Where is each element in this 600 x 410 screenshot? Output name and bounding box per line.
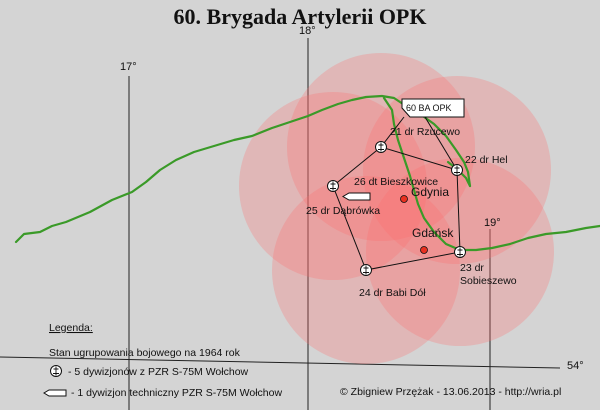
legend-title: Legenda: bbox=[49, 322, 93, 334]
coast-gulf bbox=[382, 96, 600, 252]
hq-flag bbox=[401, 98, 465, 118]
city-gdansk-label: Gdańsk bbox=[412, 226, 454, 240]
city-gdansk-marker bbox=[420, 246, 428, 254]
legend-technical-text: - 1 dywizjon techniczny PZR S-75M Wołcho… bbox=[71, 387, 282, 399]
label-lon-18: 18° bbox=[299, 25, 316, 37]
label-lat-54: 54° bbox=[567, 360, 584, 372]
parallel-54 bbox=[0, 356, 561, 369]
map-title: 60. Brygada Artylerii OPK bbox=[174, 4, 427, 29]
site-babi-dol-symbol bbox=[360, 264, 372, 276]
legend-missile-icon bbox=[50, 365, 62, 377]
cities: Gdynia Gdańsk bbox=[400, 185, 454, 254]
site-dabrowka-symbol bbox=[327, 180, 339, 192]
site-rzucewo-symbol bbox=[375, 141, 387, 153]
site-sobieszewo-symbol bbox=[454, 246, 466, 258]
legend-technical-icon bbox=[43, 389, 67, 397]
battalion-ring bbox=[332, 146, 461, 271]
label-dabrowka: 25 dr Dąbrówka bbox=[306, 205, 380, 217]
site-bieszkowice-symbol bbox=[342, 192, 371, 201]
label-rzucewo: 21 dr Rzucewo bbox=[390, 126, 460, 138]
label-sobieszewo-1: 23 dr bbox=[460, 262, 484, 274]
label-babi-dol: 24 dr Babi Dół bbox=[359, 287, 426, 299]
missile-sites bbox=[327, 141, 466, 276]
legend-status: Stan ugrupowania bojowego na 1964 rok bbox=[49, 347, 241, 359]
label-lon-17: 17° bbox=[120, 61, 137, 73]
site-hel-symbol bbox=[451, 164, 463, 176]
graticule bbox=[0, 38, 561, 410]
hq-label: 60 BA OPK bbox=[406, 103, 452, 113]
site-labels: 21 dr Rzucewo 22 dr Hel 23 dr Sobieszewo… bbox=[306, 126, 517, 299]
label-hel: 22 dr Hel bbox=[465, 154, 508, 166]
hq-marker: 60 BA OPK bbox=[401, 98, 465, 118]
site-links bbox=[332, 116, 461, 271]
coast-mainland-hel bbox=[14, 94, 472, 244]
city-gdynia-label: Gdynia bbox=[411, 185, 449, 199]
legend-missile-text: - 5 dywizjonów z PZR S-75M Wołchow bbox=[68, 366, 249, 378]
city-gdynia-marker bbox=[400, 195, 408, 203]
label-lon-19: 19° bbox=[484, 217, 501, 229]
label-bieszkowice: 26 dt Bieszkowice bbox=[354, 176, 438, 188]
link-hq bbox=[380, 116, 405, 148]
link-hq-hel bbox=[424, 116, 458, 171]
legend: Legenda: Stan ugrupowania bojowego na 19… bbox=[43, 322, 282, 399]
map-credit: © Zbigniew Przężak - 13.06.2013 - http:/… bbox=[340, 386, 561, 398]
label-sobieszewo-2: Sobieszewo bbox=[460, 275, 517, 287]
